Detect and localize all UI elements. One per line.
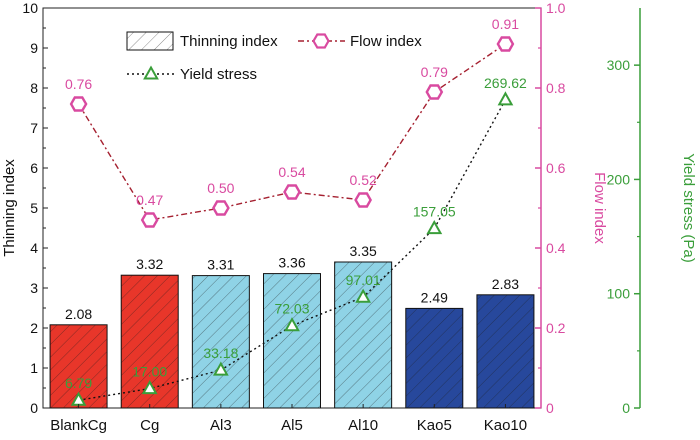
x-axis-category-label: Al3 [210, 417, 232, 434]
left-axis-tick-label: 9 [30, 40, 38, 56]
yield-stress-value-label: 157.05 [413, 204, 456, 220]
bars-layer [49, 261, 535, 409]
bar-value-label: 3.32 [136, 256, 163, 272]
flow-index-axis-tick-label: 0 [546, 400, 554, 416]
left-axis-tick-label: 4 [30, 240, 38, 256]
yield-stress-axis-tick-label: 300 [607, 57, 631, 73]
yield-stress-value-label: 97.01 [346, 272, 381, 288]
yield-stress-axis-tick-label: 100 [607, 286, 631, 302]
flow-index-axis-tick-label: 0.4 [546, 240, 566, 256]
left-axis-tick-label: 10 [22, 0, 38, 16]
x-axis-category-label: BlankCg [50, 417, 107, 434]
left-axis-tick-label: 3 [30, 280, 38, 296]
flow-index-value-label: 0.91 [492, 16, 519, 32]
bar-value-label: 2.49 [421, 289, 448, 305]
yield-stress-axis-tick-label: 200 [607, 171, 631, 187]
bar-hatch-al5 [263, 273, 321, 408]
x-axis-category-label: Kao10 [484, 417, 527, 434]
left-axis-tick-label: 0 [30, 400, 38, 416]
x-axis-category-label: Al5 [281, 417, 303, 434]
flow-index-point [354, 192, 372, 208]
yield-stress-value-label: 72.03 [274, 301, 309, 317]
bar-hatch-al10 [334, 262, 392, 408]
flow-index-axis-tick-label: 1.0 [546, 0, 566, 16]
x-axis-category-label: Cg [140, 417, 159, 434]
yield-stress-value-label: 33.18 [203, 345, 238, 361]
yield-stress-axis-tick-label: 0 [622, 400, 630, 416]
x-axis-category-label: Kao5 [417, 417, 452, 434]
flow-index-value-label: 0.79 [421, 64, 448, 80]
yield-stress-point [141, 380, 158, 395]
data-labels-layer: 2.08 3.32 3.31 3.36 3.35 2.49 2.83 0.76 0.47 0.50… [65, 16, 527, 391]
flow-index-point [140, 212, 159, 228]
left-axis-title: Thinning index [1, 159, 18, 257]
yield-stress-value-label: 6.79 [65, 375, 92, 391]
legend-label-flow: Flow index [350, 33, 422, 50]
flow-index-point [425, 84, 444, 100]
yield-stress-point [497, 91, 514, 106]
flow-index-point [496, 36, 515, 52]
left-axis-tick-label: 8 [30, 80, 38, 96]
yield-stress-point [284, 317, 300, 332]
left-axis-tick-label: 7 [30, 120, 38, 136]
yield-stress-point [355, 288, 372, 303]
legend: Thinning index Flow index Yield stress [126, 31, 422, 83]
bar-value-label: 3.35 [350, 243, 377, 259]
bar-value-label: 2.83 [492, 276, 519, 292]
flow-index-axis-tick-label: 0.8 [546, 80, 566, 96]
flow-index-value-label: 0.76 [65, 76, 92, 92]
flow-index-axis-tick-label: 0.2 [546, 320, 566, 336]
bar-hatch-kao5 [405, 308, 463, 408]
left-axis-tick-label: 2 [30, 320, 38, 336]
flow-index-axis-tick-label: 0.6 [546, 160, 566, 176]
bar-hatch-al3 [192, 275, 250, 408]
left-axis-tick-label: 1 [30, 360, 38, 376]
flow-index-value-label: 0.47 [136, 192, 163, 208]
bar-value-label: 3.36 [278, 255, 305, 271]
bar-value-label: 2.08 [65, 306, 92, 322]
legend-label-thinning: Thinning index [180, 33, 278, 50]
flow-index-point [283, 184, 301, 200]
flow-index-point [212, 200, 230, 216]
yield-stress-axis-title: Yield stress (Pa) [680, 153, 697, 262]
yield-stress-value-label: 17.00 [132, 364, 167, 380]
legend-marker-flow [312, 33, 330, 49]
legend-label-yield: Yield stress [180, 66, 257, 83]
legend-marker-yield [143, 65, 159, 80]
flow-index-value-label: 0.54 [278, 164, 305, 180]
legend-swatch-thinning [126, 31, 174, 51]
yield-stress-point [426, 219, 443, 235]
yield-stress-value-label: 269.62 [484, 75, 527, 91]
yield-stress-point [212, 361, 229, 376]
flow-index-value-label: 0.50 [207, 180, 234, 196]
flow-index-value-label: 0.52 [350, 172, 377, 188]
bar-hatch-kao10 [476, 294, 534, 408]
flow-index-axis-title: Flow index [591, 172, 608, 244]
markers-layer [69, 36, 515, 406]
axes-layer: 0 1 2 3 4 5 6 7 8 9 10 BlankCg Cg Al3 Al5 Al10 Kao5 Kao10… [22, 0, 641, 434]
flow-index-point [69, 96, 88, 112]
x-axis-category-label: Al10 [348, 417, 378, 434]
bar-value-label: 3.31 [207, 257, 234, 273]
left-axis-tick-label: 6 [30, 160, 38, 176]
left-axis-tick-label: 5 [30, 200, 38, 216]
